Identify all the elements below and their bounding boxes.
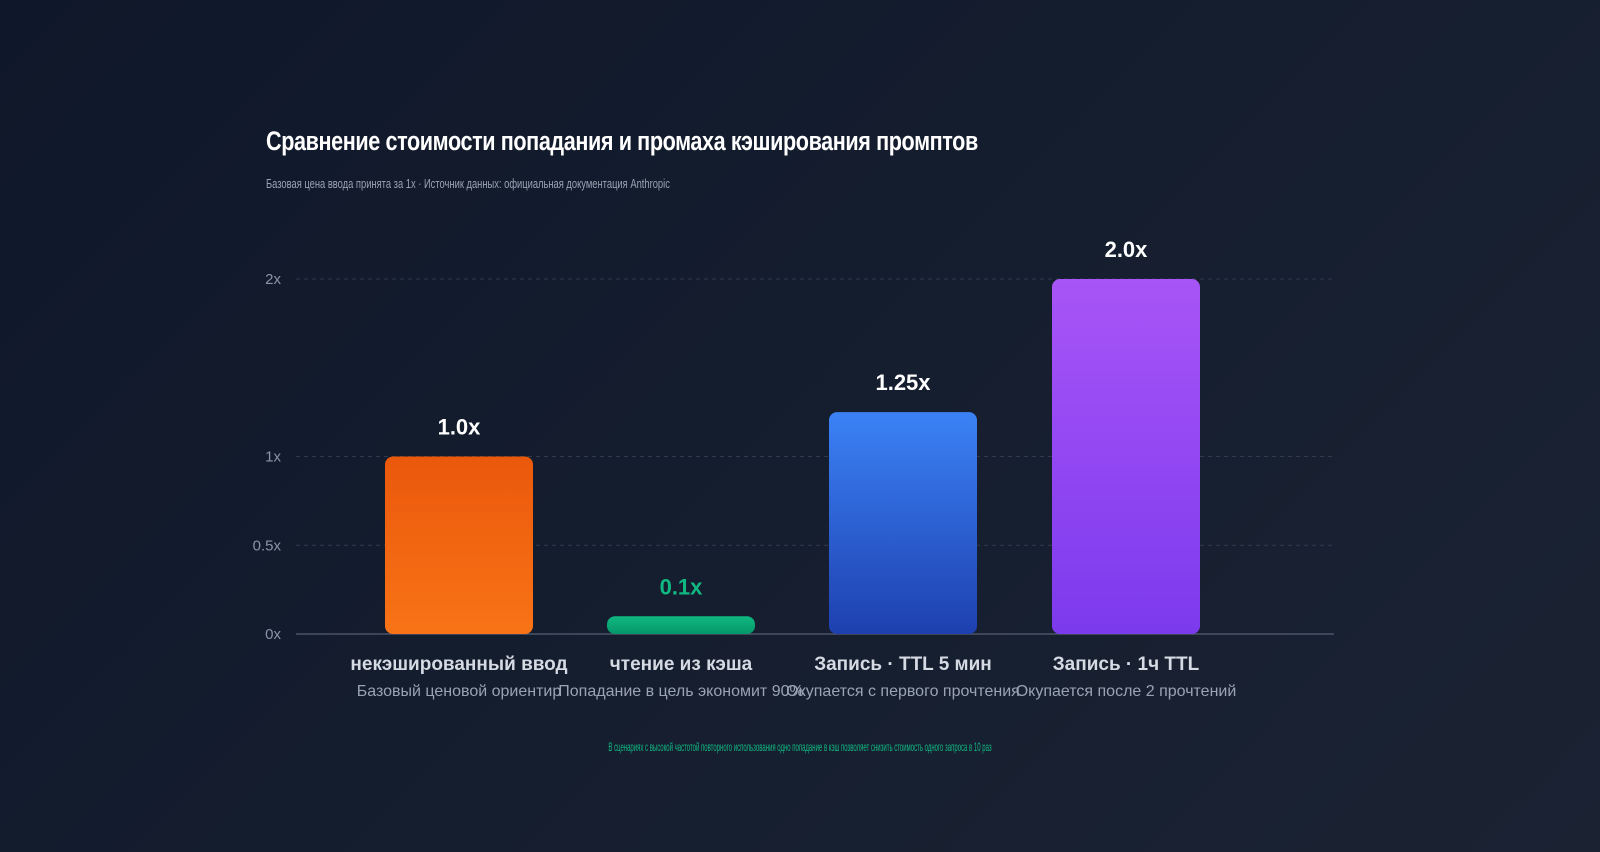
data-label: 1.0x bbox=[438, 415, 482, 440]
chart-footnote: В сценариях с высокой частотой повторног… bbox=[608, 740, 992, 754]
y-tick-label: 2x bbox=[265, 271, 281, 288]
data-label: 0.1x bbox=[660, 574, 704, 599]
category-note: Окупается после 2 прочтений bbox=[1016, 683, 1237, 700]
y-tick-label: 0x bbox=[265, 626, 281, 643]
y-tick-label: 0.5x bbox=[253, 537, 282, 554]
category-note: Базовый ценовой ориентир bbox=[357, 683, 562, 700]
y-tick-label: 1x bbox=[265, 449, 281, 466]
category-label: чтение из кэша bbox=[610, 654, 753, 675]
data-label: 2.0x bbox=[1105, 237, 1149, 262]
bar bbox=[607, 616, 755, 634]
bar bbox=[1052, 279, 1200, 634]
chart-title: Сравнение стоимости попадания и промаха … bbox=[266, 126, 978, 156]
category-label: Запись · TTL 5 мин bbox=[814, 654, 992, 675]
bar bbox=[385, 456, 533, 634]
category-note: Окупается с первого прочтения bbox=[786, 683, 1020, 700]
category-label: Запись · 1ч TTL bbox=[1053, 654, 1200, 675]
chart-subtitle: Базовая цена ввода принята за 1x · Источ… bbox=[266, 176, 670, 191]
bar bbox=[829, 412, 977, 634]
data-label: 1.25x bbox=[875, 370, 931, 395]
category-label: некэшированный ввод bbox=[350, 654, 567, 675]
category-note: Попадание в цель экономит 90% bbox=[558, 683, 803, 700]
